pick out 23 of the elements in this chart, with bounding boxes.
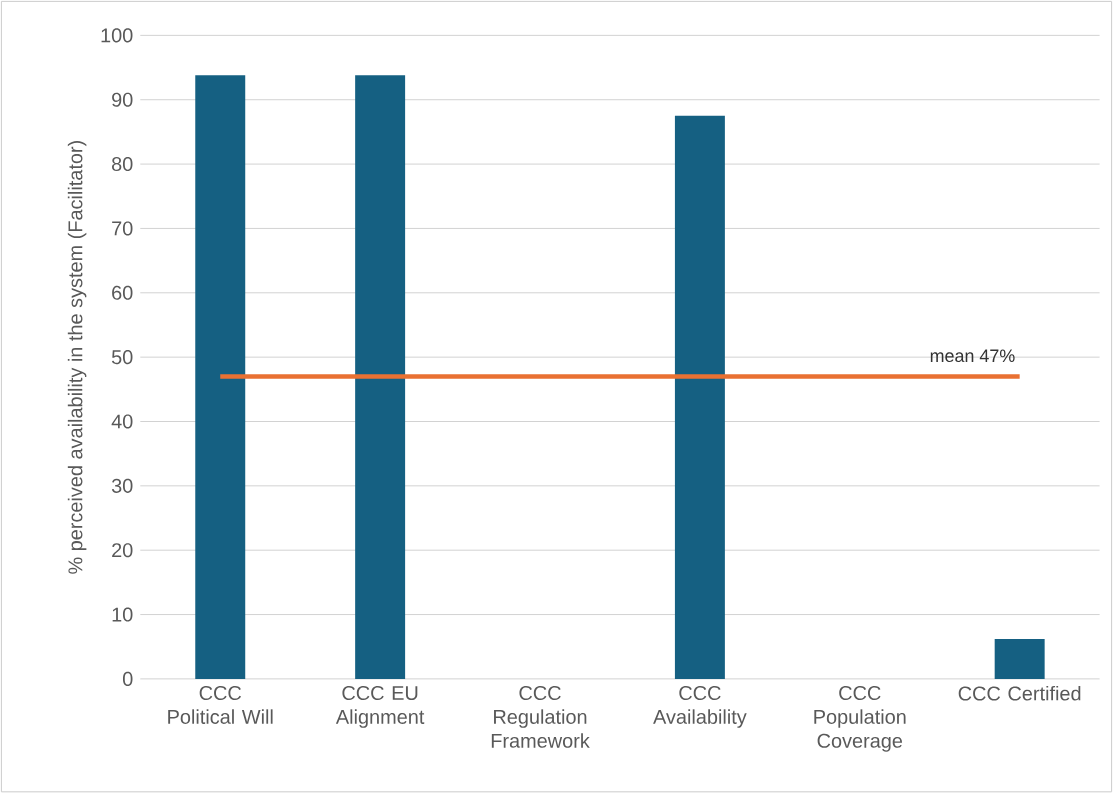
bar — [355, 75, 406, 679]
y-axis-title: % perceived availability in the system (Facilitator) — [67, 140, 87, 574]
y-tick-label: 40 — [111, 414, 133, 429]
y-tick-label: 50 — [111, 349, 133, 365]
y-tick-label: 0 — [122, 671, 133, 686]
y-tick-label: 70 — [112, 221, 133, 236]
x-tick-label: CCC Population Coverage — [814, 685, 906, 752]
bar — [994, 638, 1045, 679]
bar — [195, 75, 246, 679]
y-tick-label: 60 — [112, 285, 133, 300]
x-tick-label: CCC Regulation Framework — [491, 685, 590, 748]
ref-line-label: mean 47% — [930, 349, 1015, 363]
y-tick-label: 10 — [112, 607, 133, 622]
x-tick-label: CCC Certified — [958, 685, 1081, 701]
y-tick-label: 20 — [112, 543, 133, 558]
y-tick-label: 30 — [111, 478, 133, 493]
x-tick-label: CCC Availability — [653, 685, 747, 728]
bar — [674, 115, 725, 679]
y-tick-label: 90 — [112, 92, 133, 107]
x-tick-label: CCC Political Will — [168, 685, 273, 724]
x-tick-label: CCC EU Alignment — [335, 685, 425, 728]
y-tick-label: 80 — [112, 156, 133, 172]
y-tick-label: 100 — [101, 28, 133, 43]
